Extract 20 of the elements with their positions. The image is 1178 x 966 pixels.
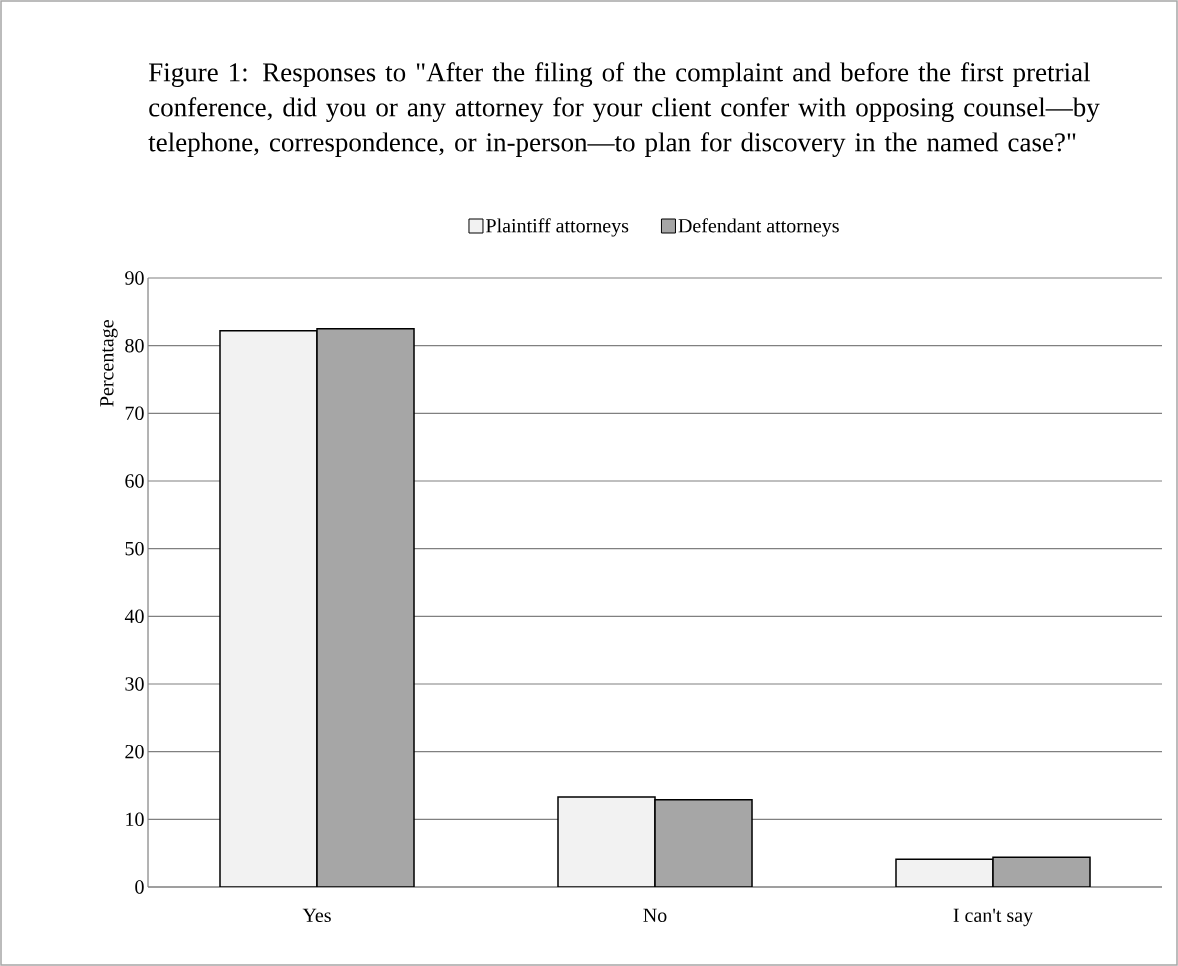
x-tick-label: I can't say [953,908,1034,927]
x-tick-label: Yes [302,908,331,923]
x-tick-label: No [643,908,667,923]
y-tick-label: 90 [125,271,144,285]
y-tick-label: 0 [135,880,144,894]
y-tick-label: 10 [126,812,144,827]
bar [992,856,1091,887]
bar [654,798,753,887]
chart-title: Figure 1: Responses to "After the filing of the complaint and before the first pretrial conference, did you or any attorney for your client confer with opposing counsel—by telephone, correspondence, or in-person—to plan for discovery in the named case?" [148,62,1100,158]
legend-label: Plaintiff attorneys [486,218,629,237]
y-tick-label: 30 [125,677,144,691]
y-tick-label: 60 [125,474,144,488]
y-tick-label: 50 [125,541,144,556]
y-tick-label: 40 [124,609,144,624]
bar [316,327,415,887]
y-axis-title: Percentage [100,320,118,407]
legend-label: Defendant attorneys [678,218,839,237]
y-tick-label: 80 [125,338,144,353]
y-tick-label: 70 [125,406,144,421]
y-tick-label: 20 [125,744,144,759]
